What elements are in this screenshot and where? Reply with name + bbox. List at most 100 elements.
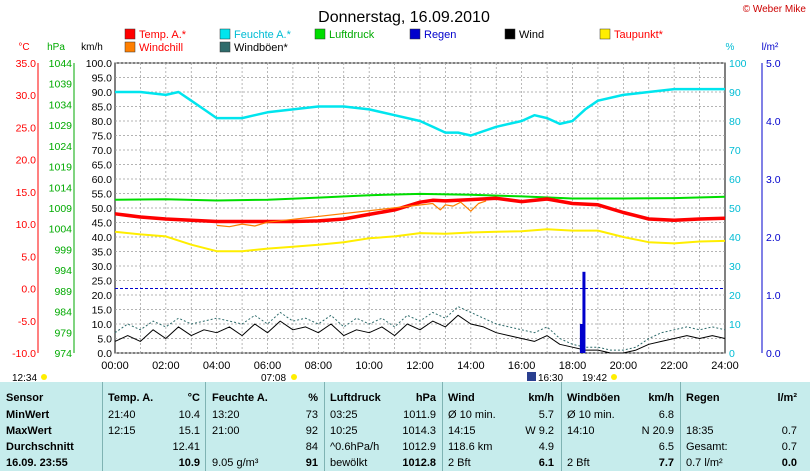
- press-header-unit: hPa: [415, 392, 436, 404]
- series-line-windb-en: [114, 306, 726, 351]
- wind-tick-label: 80.0: [92, 116, 113, 128]
- pressure-tick-label: 989: [54, 286, 72, 298]
- temp-axis-unit: °C: [18, 42, 29, 53]
- wind-tick-label: 95.0: [92, 73, 113, 85]
- time-tick-label: 06:00: [254, 360, 282, 372]
- time-tick-label: 04:00: [203, 360, 231, 372]
- temp-tick-label: 0.0: [21, 284, 36, 296]
- hum-tick-label: 70: [729, 145, 741, 157]
- wind-tick-label: 70.0: [92, 145, 113, 157]
- hum-tick-label: 50: [729, 203, 741, 215]
- row-label-current: 16.09. 23:55: [6, 457, 68, 469]
- table-cell-rain-value: 0.7: [781, 425, 797, 437]
- legend-swatch: [409, 28, 421, 40]
- time-tick-label: 16:00: [508, 360, 536, 372]
- table-cell-hum-value: 84: [305, 441, 318, 453]
- chart-grid: [114, 62, 726, 354]
- weather-chart: 35.0 30.0 25.0 20.0 15.0 10.0 5.0 0.0 -5.0 -10.0 1…: [12, 4, 806, 382]
- wind-header: Wind: [448, 392, 475, 404]
- legend-label: Regen: [424, 29, 456, 41]
- sunrise-sun-icon: [291, 374, 297, 380]
- table-cell-hum-value: 73: [305, 409, 318, 421]
- legend-swatch: [124, 28, 136, 40]
- table-cell-temp-value: 12.41: [172, 441, 200, 453]
- hum-tick-label: 40: [729, 232, 741, 244]
- wind-tick-label: 50.0: [92, 203, 113, 215]
- day-length-sun-icon: [41, 374, 47, 380]
- wind-tick-label: 100.0: [86, 58, 112, 70]
- hum-header-unit: %: [308, 392, 318, 404]
- pressure-tick-label: 1044: [49, 58, 73, 70]
- series-line-wind: [114, 314, 726, 354]
- pressure-tick-label: 1019: [49, 162, 73, 174]
- pressure-tick-label: 1039: [49, 79, 73, 91]
- wind-tick-label: 75.0: [92, 131, 113, 143]
- hum-axis-unit: %: [726, 42, 735, 53]
- legend-swatch: [219, 41, 231, 53]
- wind-axis-unit: km/h: [81, 42, 103, 53]
- table-cell-hum-label: 21:00: [212, 425, 240, 437]
- series-line-luftdruck: [114, 192, 726, 202]
- wind-tick-label: 60.0: [92, 174, 113, 186]
- legend-swatch: [124, 41, 136, 53]
- table-cell-press-value: 1012.9: [402, 441, 436, 453]
- temp-tick-label: 15.0: [16, 187, 37, 199]
- time-tick-label: 10:00: [355, 360, 383, 372]
- wind-tick-label: 55.0: [92, 189, 113, 201]
- legend-swatch: [599, 28, 611, 40]
- table-cell-wind-value: W 9.2: [525, 425, 554, 437]
- series-line-temp-a: [114, 196, 726, 224]
- chart-series: [114, 87, 726, 354]
- temp-tick-label: 10.0: [16, 219, 37, 231]
- sunrise-label: 07:08: [261, 373, 286, 382]
- table-cell-gust-value: 7.7: [658, 457, 674, 469]
- temp-tick-label: 20.0: [16, 155, 37, 167]
- table-separator: [561, 382, 562, 471]
- table-cell-gust-label: 14:10: [567, 425, 595, 437]
- time-tick-label: 18:00: [559, 360, 587, 372]
- hum-tick-label: 20: [729, 290, 741, 302]
- table-cell-gust-value: 6.5: [658, 441, 674, 453]
- legend-label: Windchill: [139, 42, 183, 54]
- table-cell-press-value: 1011.9: [403, 409, 436, 421]
- legend-label: Windböen*: [234, 42, 289, 54]
- hum-tick-label: 30: [729, 261, 741, 273]
- temp-header-unit: °C: [187, 392, 200, 404]
- row-label-avg: Durchschnitt: [6, 441, 74, 453]
- table-cell-press-value: 1012.8: [402, 457, 436, 469]
- temp-header: Temp. A.: [108, 392, 154, 404]
- wind-tick-label: 90.0: [92, 87, 113, 99]
- table-cell-gust-label: Ø 10 min.: [567, 409, 615, 421]
- temp-tick-label: 35.0: [16, 58, 37, 70]
- pressure-tick-label: 974: [54, 348, 72, 360]
- time-tick-label: 22:00: [660, 360, 688, 372]
- table-cell-temp-label: 12:15: [108, 425, 136, 437]
- table-cell-wind-value: 5.7: [538, 409, 554, 421]
- rain-header-unit: l/m²: [777, 392, 797, 404]
- wind-header-unit: km/h: [528, 392, 554, 404]
- time-tick-label: 20:00: [610, 360, 638, 372]
- table-cell-press-value: 1014.3: [402, 425, 436, 437]
- legend-swatch: [219, 28, 231, 40]
- wind-tick-label: 20.0: [92, 290, 113, 302]
- hum-tick-label: 80: [729, 116, 741, 128]
- rain-bar: [579, 324, 583, 353]
- table-cell-hum-value: 91: [305, 457, 318, 469]
- wind-tick-label: 30.0: [92, 261, 113, 273]
- legend-label: Taupunkt*: [614, 29, 664, 41]
- gust-header: Windböen: [567, 392, 621, 404]
- row-label-max: MaxWert: [6, 425, 52, 437]
- pressure-tick-label: 999: [54, 244, 72, 256]
- table-cell-gust-value: N 20.9: [641, 425, 674, 437]
- table-cell-wind-value: 4.9: [538, 441, 554, 453]
- rain-bar: [582, 271, 586, 353]
- pressure-tick-label: 1004: [49, 224, 73, 236]
- pressure-tick-label: 984: [54, 307, 72, 319]
- hum-tick-label: 100: [729, 58, 747, 70]
- series-line-windchill: [216, 200, 487, 228]
- rain-tick-label: 5.0: [766, 58, 781, 70]
- rain-tick-label: 0.0: [766, 348, 781, 360]
- table-separator: [205, 382, 206, 471]
- wind-tick-label: 45.0: [92, 218, 113, 230]
- wind-tick-label: 15.0: [92, 305, 113, 317]
